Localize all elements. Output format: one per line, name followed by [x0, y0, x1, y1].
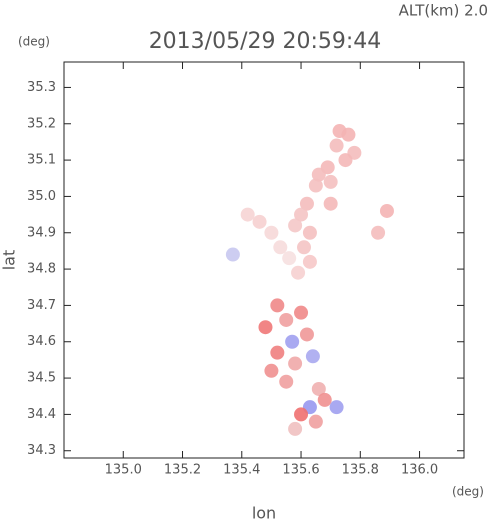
x-tick-label: 135.8 — [342, 463, 379, 478]
radar-echo — [279, 312, 294, 327]
radar-echo — [308, 178, 323, 193]
y-axis-label: lat — [0, 250, 19, 271]
radar-echo — [305, 349, 320, 364]
radar-echo — [323, 174, 338, 189]
radar-echo — [270, 298, 285, 313]
radar-echo — [317, 392, 332, 407]
y-tick-label: 34.5 — [27, 371, 56, 386]
radar-echo — [279, 374, 294, 389]
radar-echo — [308, 414, 323, 429]
chart-title: 2013/05/29 20:59:44 — [149, 29, 382, 54]
radar-echo — [311, 167, 326, 182]
radar-echo — [225, 247, 240, 262]
radar-echo — [329, 400, 344, 415]
y-tick-label: 34.8 — [27, 262, 56, 277]
altitude-label: ALT(km) 2.0 — [399, 2, 488, 20]
radar-echo — [273, 240, 288, 255]
radar-echo — [311, 381, 326, 396]
radar-echo — [341, 127, 356, 142]
radar-echo — [264, 225, 279, 240]
radar-echo — [288, 218, 303, 233]
x-tick-label: 135.2 — [164, 463, 201, 478]
y-tick-label: 35.1 — [27, 153, 56, 168]
radar-echo — [323, 196, 338, 211]
radar-echo — [329, 138, 344, 153]
y-unit: (deg) — [18, 35, 50, 49]
y-tick-label: 35.0 — [27, 189, 56, 204]
y-tick-label: 35.3 — [27, 80, 56, 95]
radar-echo — [302, 254, 317, 269]
x-tick-label: 135.6 — [282, 463, 319, 478]
radar-echo — [371, 225, 386, 240]
radar-echo — [302, 225, 317, 240]
x-unit: (deg) — [452, 485, 484, 499]
x-tick-label: 135.4 — [223, 463, 260, 478]
radar-echo — [270, 345, 285, 360]
y-tick-label: 34.3 — [27, 443, 56, 458]
y-tick-label: 34.6 — [27, 334, 56, 349]
x-tick-label: 135.0 — [105, 463, 142, 478]
x-axis-label: lon — [252, 504, 276, 521]
radar-echo — [297, 240, 311, 255]
radar-echo — [282, 251, 297, 266]
radar-echo — [264, 363, 279, 378]
radar-echo — [379, 203, 394, 218]
x-tick-label: 136.0 — [401, 463, 438, 478]
y-tick-label: 34.9 — [27, 225, 56, 240]
radar-echo — [240, 207, 255, 222]
radar-echo — [252, 214, 267, 229]
radar-echo — [288, 356, 303, 371]
radar-echo — [288, 421, 303, 436]
radar-echo — [299, 196, 314, 211]
radar-echo — [338, 153, 353, 168]
y-tick-label: 34.4 — [27, 407, 56, 422]
radar-echo — [299, 327, 314, 342]
radar-echo — [294, 305, 309, 320]
y-tick-label: 35.2 — [27, 116, 56, 131]
radar-echo — [258, 320, 273, 335]
radar-echo — [291, 265, 306, 280]
radar-echo — [294, 207, 309, 222]
y-tick-label: 34.7 — [27, 298, 56, 313]
radar-echo — [285, 334, 300, 349]
plot-frame — [63, 61, 465, 459]
radar-echo — [294, 407, 309, 422]
